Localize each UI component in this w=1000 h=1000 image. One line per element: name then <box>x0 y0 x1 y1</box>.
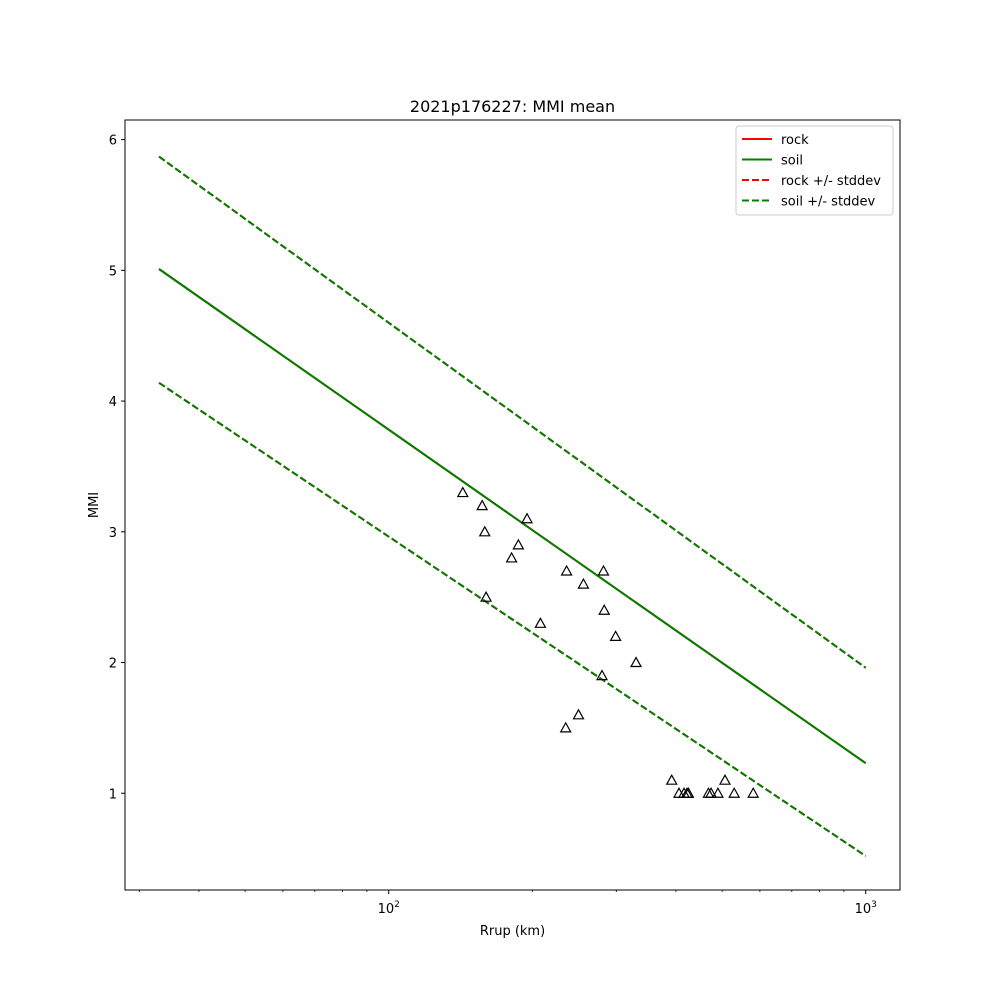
data-point <box>559 721 572 733</box>
x-tick-label: 103 <box>855 900 877 917</box>
data-point <box>480 590 493 602</box>
data-point <box>512 538 525 550</box>
x-axis-label: Rrup (km) <box>480 924 545 939</box>
y-axis-label: MMI <box>87 492 102 518</box>
y-tick-label: 2 <box>109 657 117 672</box>
legend-box <box>735 125 894 216</box>
chart-title: 2021p176227: MMI mean <box>410 97 615 116</box>
data-point <box>577 577 590 589</box>
data-point <box>597 564 610 576</box>
y-tick-label: 3 <box>109 526 117 541</box>
legend-label: soil <box>781 154 803 169</box>
data-point <box>718 773 732 785</box>
data-point <box>456 486 469 498</box>
y-tick-label: 1 <box>109 787 117 802</box>
data-point <box>711 787 724 798</box>
data-point <box>682 787 695 798</box>
plot-content <box>158 155 867 857</box>
x-tick-label-exponent: 3 <box>871 900 877 910</box>
points-layer <box>456 486 760 798</box>
data-point <box>705 787 718 798</box>
data-point <box>476 499 489 511</box>
data-point <box>595 669 609 681</box>
legend: rock soil rock +/- stddev soil +/- stddev <box>735 125 894 216</box>
lines-layer <box>158 155 867 857</box>
legend-label: rock +/- stddev <box>781 174 881 189</box>
y-axis: 1 2 3 4 5 6 <box>109 134 125 802</box>
data-point <box>521 512 534 524</box>
data-point <box>665 773 678 785</box>
data-point <box>728 787 741 798</box>
line-soil-mean <box>158 268 867 765</box>
data-point <box>560 564 573 576</box>
x-tick-label: 102 <box>378 900 400 917</box>
legend-label: soil +/- stddev <box>781 195 876 210</box>
line-soil-minus <box>158 381 867 857</box>
line-soil-plus <box>158 155 867 669</box>
data-point <box>505 551 518 563</box>
data-point <box>534 617 547 628</box>
plot-frame <box>124 119 901 891</box>
data-point <box>598 604 611 615</box>
y-tick-label: 6 <box>109 134 117 149</box>
data-point <box>609 630 622 641</box>
data-point <box>747 787 760 798</box>
y-tick-label: 5 <box>109 264 117 279</box>
x-tick-label-base: 10 <box>855 902 872 917</box>
data-point <box>572 708 585 720</box>
data-point <box>630 656 643 668</box>
x-tick-label-exponent: 2 <box>394 900 400 910</box>
legend-label: rock <box>781 133 809 148</box>
y-tick-label: 4 <box>109 395 117 410</box>
x-axis: 102 103 <box>138 890 877 917</box>
x-tick-label-base: 10 <box>378 902 395 917</box>
data-point <box>478 525 491 537</box>
